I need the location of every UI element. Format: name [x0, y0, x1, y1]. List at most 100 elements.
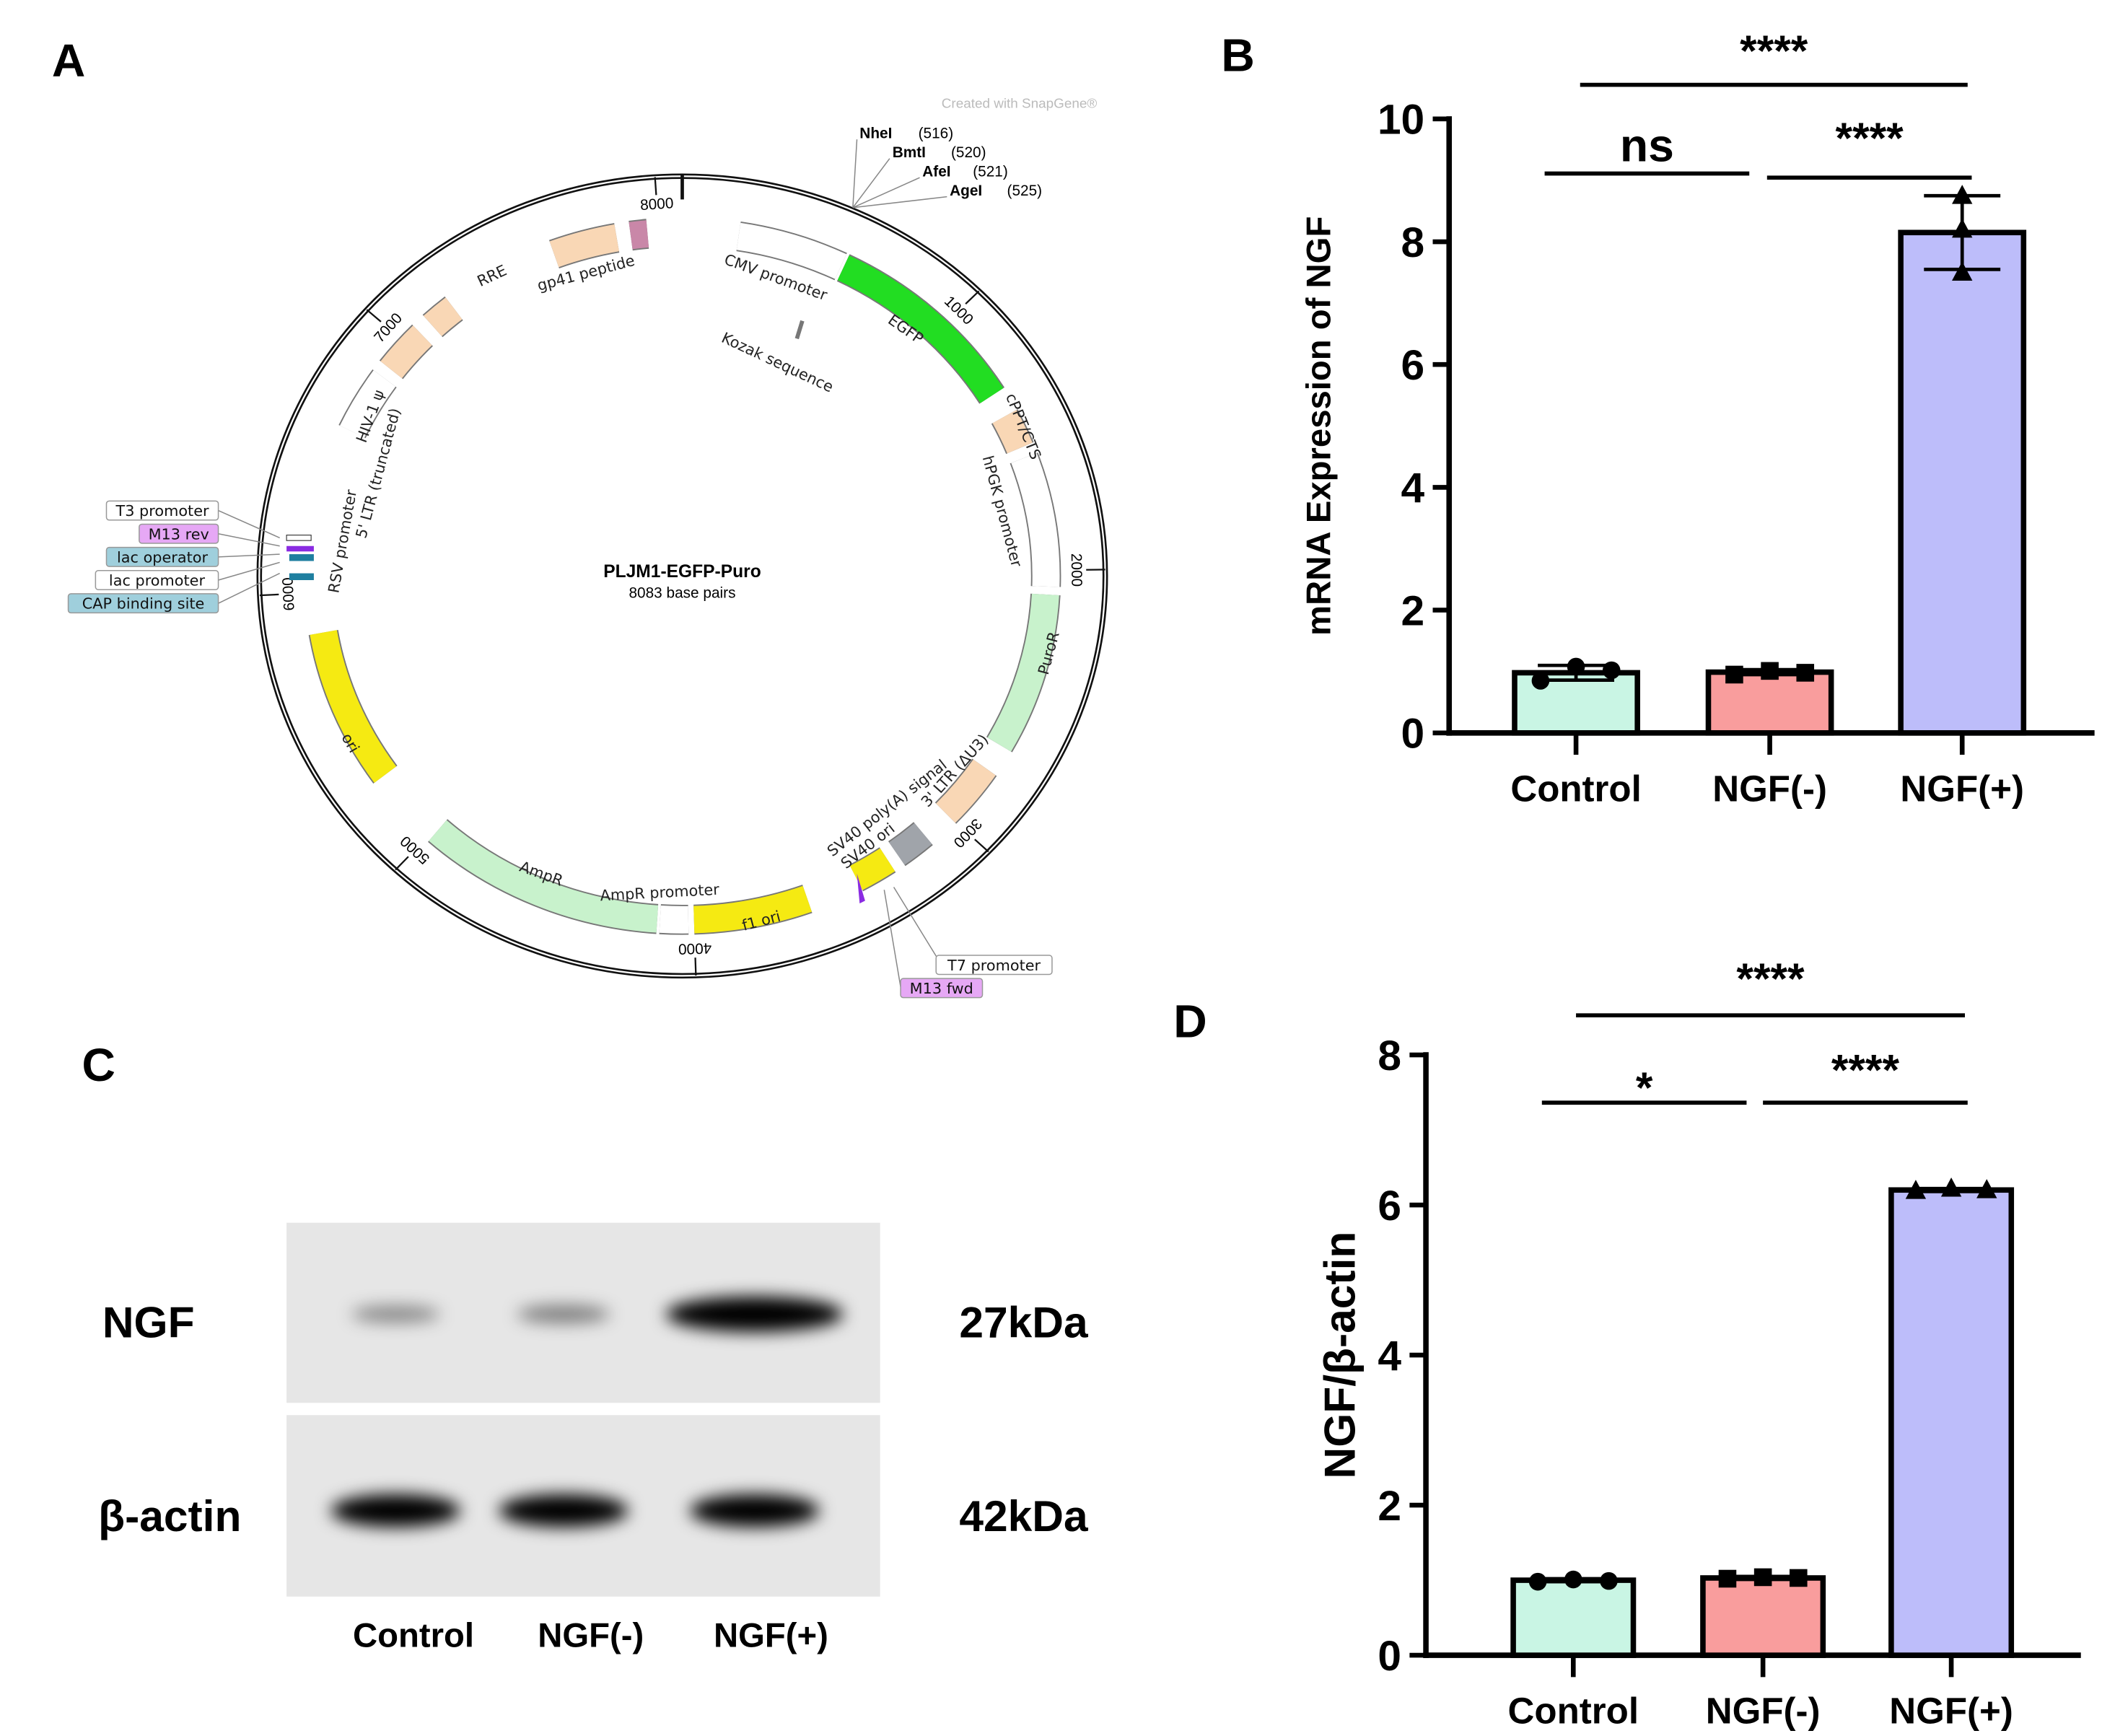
blot-size-ngf: 27kDa	[959, 1297, 1089, 1346]
plasmid-size: 8083 base pairs	[629, 585, 735, 602]
significance-label: ****	[1831, 1045, 1900, 1095]
x-tick-label: NGF(-)	[1706, 1691, 1821, 1732]
snapgene-credit: Created with SnapGene®	[942, 97, 1098, 112]
tick-label: 6000	[279, 577, 297, 611]
blot-band	[689, 1494, 820, 1527]
tag-box	[900, 978, 984, 999]
feature-arc	[693, 885, 812, 934]
data-point	[1602, 661, 1621, 680]
feature-arc	[837, 255, 1004, 403]
tag-box	[105, 500, 219, 521]
x-tick-label: NGF(-)	[1712, 768, 1827, 809]
data-point	[1531, 672, 1550, 690]
label-rsv-promoter: RSV promoter	[325, 488, 360, 594]
panel-label-a: A	[52, 35, 85, 87]
label-ampr-promoter: AmpR promoter	[600, 881, 720, 905]
site-nhei: NheI	[859, 125, 892, 141]
feature-arc	[849, 848, 896, 890]
feature-arc	[935, 759, 996, 823]
y-tick-label: 4	[1401, 465, 1425, 512]
panel-label-c: C	[82, 1039, 115, 1091]
label-rre: RRE	[475, 261, 509, 290]
site-nhei-pos: (516)	[919, 125, 954, 141]
kozak-mark	[794, 320, 805, 340]
significance-label: ****	[1836, 113, 1904, 162]
data-point	[1567, 657, 1585, 676]
feature-arc	[992, 410, 1033, 454]
plasmid-map: Created with SnapGene® 10002000300040005…	[67, 97, 1108, 999]
tag-box	[139, 523, 219, 544]
bar-0	[1510, 1577, 1637, 1658]
data-point	[1905, 1180, 1927, 1199]
significance-label: *	[1636, 1063, 1653, 1112]
tag-box	[95, 570, 219, 590]
blot-band	[351, 1305, 440, 1323]
data-point	[1564, 1570, 1582, 1589]
feature-arc	[340, 370, 396, 438]
feature-arc	[423, 297, 463, 336]
tag-box	[105, 546, 219, 567]
x-tick-label: NGF(+)	[1889, 1691, 2013, 1732]
tag-box	[935, 955, 1053, 976]
data-point	[1718, 1569, 1737, 1588]
blot-band	[665, 1296, 844, 1332]
x-tick-label: Control	[1510, 768, 1641, 809]
y-tick-label: 8	[1378, 1033, 1401, 1079]
feature-arc	[549, 224, 620, 268]
tag-box	[67, 593, 219, 614]
x-tick-label: NGF(+)	[1900, 768, 2024, 809]
feature-arc	[310, 630, 397, 783]
blot-band	[517, 1305, 610, 1324]
y-tick-label: 0	[1378, 1633, 1401, 1680]
bar-2	[1898, 229, 2027, 736]
blot-row-label-ngf: NGF	[102, 1297, 195, 1346]
label-kozak: Kozak sequence	[719, 329, 836, 396]
blot-lane-ngf-neg: NGF(-)	[538, 1617, 644, 1655]
significance-label: ****	[1736, 954, 1805, 1003]
data-point	[1952, 185, 1973, 204]
panel-label-d: D	[1173, 995, 1207, 1047]
y-tick-label: 6	[1378, 1183, 1401, 1229]
data-point	[1940, 1178, 1962, 1197]
tag-label: T7 promoter	[947, 957, 1041, 974]
site-bmti: BmtI	[893, 144, 926, 161]
data-point	[1952, 261, 1973, 281]
blot-row-label-actin: β-actin	[98, 1491, 241, 1540]
x-tick-label: Control	[1508, 1691, 1639, 1732]
y-tick-label: 2	[1401, 587, 1425, 634]
feature-arc	[888, 823, 932, 865]
y-axis-label: NGF/β-actin	[1315, 1232, 1365, 1479]
western-blot: NGF β-actin 27kDa 42kDa Control NGF(-) N…	[98, 1222, 1089, 1655]
tick-mark	[395, 856, 409, 871]
y-tick-label: 6	[1401, 342, 1425, 389]
restriction-sites: NheI (516) BmtI (520) AfeI (521) AgeI (525)	[852, 125, 1043, 209]
tag-label: M13 fwd	[910, 980, 973, 997]
tick-mark	[974, 838, 989, 853]
tag-labels: T3 promoter M13 rev lac operator lac promot…	[67, 500, 1053, 999]
bar-1	[1700, 1575, 1826, 1658]
data-point	[1796, 664, 1815, 682]
tick-mark	[654, 177, 657, 196]
feature-arc	[736, 222, 847, 279]
data-point	[1976, 1179, 1997, 1198]
tick-label: 4000	[678, 939, 712, 957]
blot-band	[330, 1494, 461, 1527]
site-afei-pos: (521)	[973, 163, 1008, 180]
feature-arc	[1011, 452, 1060, 587]
significance-label: ns	[1620, 119, 1674, 171]
data-point	[1725, 665, 1743, 684]
data-point	[1761, 662, 1779, 680]
tag-label: T3 promoter	[115, 502, 209, 520]
data-point	[1952, 218, 1973, 238]
y-tick-label: 8	[1401, 219, 1425, 266]
chart-mrna-expression: 0 2 4 6 8 10 Control NGF(-) NGF(+) mRNA Expressio…	[1300, 26, 2095, 809]
site-agei-pos: (525)	[1007, 183, 1043, 199]
feature-arc	[987, 593, 1059, 752]
tick-label: 8000	[639, 195, 674, 214]
data-point	[1753, 1568, 1772, 1587]
data-point	[1528, 1572, 1547, 1591]
plasmid-name: PLJM1-EGFP-Puro	[603, 562, 761, 582]
feature-arc	[659, 906, 689, 934]
y-tick-label: 10	[1378, 97, 1424, 144]
